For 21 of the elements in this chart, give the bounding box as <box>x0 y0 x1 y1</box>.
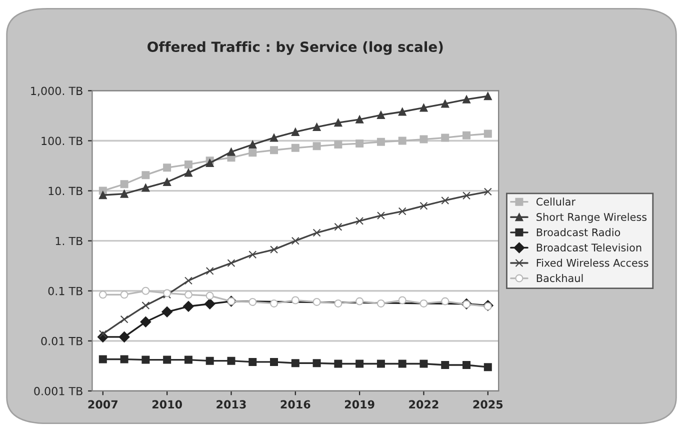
x-tick-label: 2010 <box>152 400 182 409</box>
legend-label: Broadcast Television <box>536 243 642 252</box>
y-tick-label: 0.001 TB <box>34 386 82 396</box>
legend-label: Short Range Wireless <box>536 212 647 223</box>
legend-label: Backhaul <box>536 274 583 282</box>
y-tick-label: 100. TB <box>42 136 82 146</box>
y-tick-label: 0.01 TB <box>41 336 82 346</box>
legend-label: Cellular <box>536 198 576 206</box>
x-tick-label: 2016 <box>280 400 310 409</box>
x-tick-label: 2022 <box>409 400 438 409</box>
x-tick-label: 2007 <box>88 400 118 409</box>
x-tick-label: 2025 <box>473 400 503 409</box>
y-tick-label: 1. TB <box>56 236 82 246</box>
chart-title: Offered Traffic : by Service (log scale) <box>148 41 443 55</box>
x-tick-label: 2019 <box>344 400 374 409</box>
legend-label: Broadcast Radio <box>536 228 620 236</box>
legend-label: Fixed Wireless Access <box>536 258 648 267</box>
y-tick-label: 0.1 TB <box>48 286 82 296</box>
y-tick-label: 10. TB <box>48 186 82 196</box>
x-tick-label: 2013 <box>216 400 246 409</box>
y-tick-label: 1,000. TB <box>31 86 82 96</box>
